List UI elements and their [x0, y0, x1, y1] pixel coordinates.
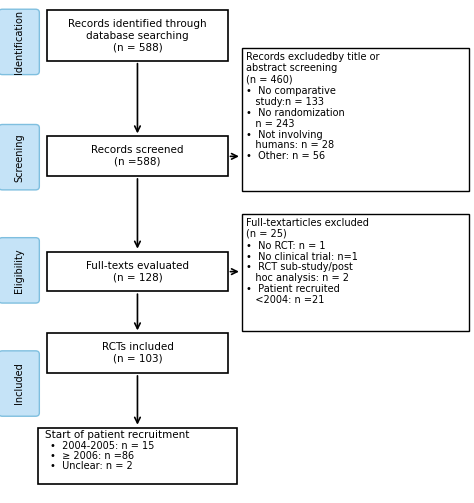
Text: Records screened
(n =588): Records screened (n =588) [91, 145, 184, 167]
Text: •  No comparative: • No comparative [246, 86, 337, 96]
Text: hoc analysis: n = 2: hoc analysis: n = 2 [246, 273, 349, 283]
Text: Full-texts evaluated
(n = 128): Full-texts evaluated (n = 128) [86, 261, 189, 282]
Text: Identification: Identification [14, 10, 24, 74]
Text: Eligibility: Eligibility [14, 248, 24, 293]
Text: Records excludedby title or: Records excludedby title or [246, 52, 380, 62]
Text: •  No RCT: n = 1: • No RCT: n = 1 [246, 240, 326, 250]
Text: •  2004-2005: n = 15: • 2004-2005: n = 15 [50, 441, 154, 451]
Text: <2004: n =21: <2004: n =21 [246, 295, 325, 305]
Text: •  Unclear: n = 2: • Unclear: n = 2 [50, 461, 133, 471]
Text: Included: Included [14, 363, 24, 404]
Text: Screening: Screening [14, 133, 24, 182]
FancyBboxPatch shape [0, 125, 39, 190]
Text: Records identified through
database searching
(n = 588): Records identified through database sear… [68, 19, 207, 52]
FancyBboxPatch shape [0, 351, 39, 416]
Text: RCTs included
(n = 103): RCTs included (n = 103) [101, 343, 173, 364]
Bar [38, 428, 237, 484]
Text: •  ≥ 2006: n =86: • ≥ 2006: n =86 [50, 451, 134, 461]
Text: •  RCT sub-study/post: • RCT sub-study/post [246, 263, 353, 273]
Text: Full-textarticles excluded: Full-textarticles excluded [246, 218, 369, 228]
Text: •  Other: n = 56: • Other: n = 56 [246, 151, 326, 161]
Text: humans: n = 28: humans: n = 28 [246, 140, 335, 150]
FancyBboxPatch shape [0, 238, 39, 303]
Text: n = 243: n = 243 [246, 119, 295, 129]
Text: •  No randomization: • No randomization [246, 108, 345, 118]
Text: •  Patient recruited: • Patient recruited [246, 284, 340, 294]
Text: (n = 460): (n = 460) [246, 74, 293, 84]
Text: Start of patient recruitment: Start of patient recruitment [45, 430, 190, 440]
Bar [47, 333, 228, 373]
Text: •  Not involving: • Not involving [246, 130, 323, 139]
Bar [47, 11, 228, 61]
Text: (n = 25): (n = 25) [246, 229, 287, 239]
Text: •  No clinical trial: n=1: • No clinical trial: n=1 [246, 252, 358, 262]
Bar [242, 214, 469, 331]
Bar [242, 48, 469, 191]
Text: abstract screening: abstract screening [246, 63, 338, 73]
Text: study:n = 133: study:n = 133 [246, 97, 325, 107]
FancyBboxPatch shape [0, 9, 39, 74]
Bar [47, 252, 228, 291]
Bar [47, 136, 228, 176]
